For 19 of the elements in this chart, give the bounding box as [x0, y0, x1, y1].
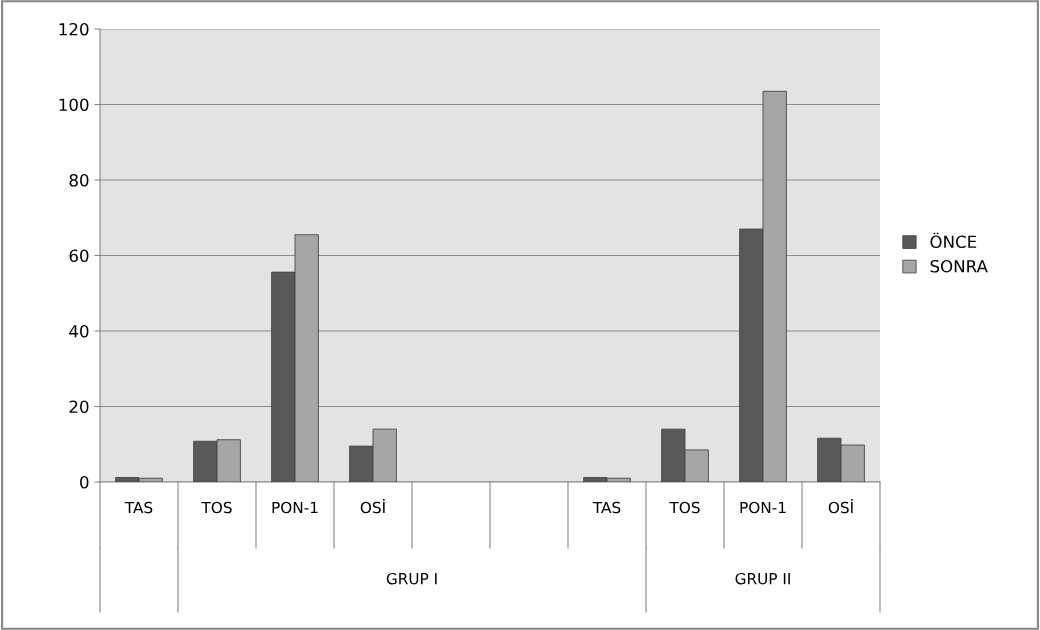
- x-tick-label: OSİ: [828, 499, 853, 514]
- x-tick-label: TOS: [201, 501, 232, 514]
- y-tick-label: 20: [69, 400, 89, 414]
- x-tick-label: TOS: [669, 501, 700, 514]
- legend-label: ÖNCE: [930, 232, 977, 249]
- y-tick-label: 120: [59, 22, 89, 36]
- x-tick-label: PON-1: [740, 501, 786, 514]
- y-tick-label: 40: [69, 324, 89, 338]
- text: GRUP I: [386, 572, 437, 585]
- x-tick-label: OSİ: [360, 499, 385, 514]
- x-tick-label: TAS: [592, 501, 621, 514]
- legend-label: SONRA: [930, 259, 988, 273]
- x-tick-label: PON-1: [272, 501, 318, 514]
- y-tick-label: 60: [69, 249, 89, 263]
- x-tick-label: TAS: [124, 501, 153, 514]
- y-tick-label: 80: [69, 173, 89, 187]
- y-tick-label: 0: [80, 475, 89, 489]
- y-tick-label: 100: [59, 98, 89, 112]
- text: GRUP II: [735, 572, 790, 585]
